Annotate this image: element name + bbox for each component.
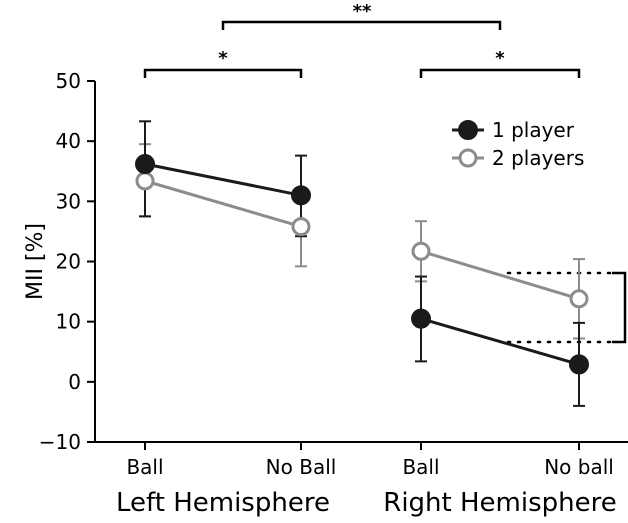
category-labels: Ball No Ball Left Hemisphere Ball No ball Rig… — [116, 455, 617, 518]
group-label: Left Hemisphere — [116, 488, 330, 518]
data-point — [291, 217, 311, 237]
y-tick-label: 30 — [56, 189, 81, 213]
series-line — [420, 249, 580, 301]
y-tick-label: 20 — [56, 250, 81, 274]
significance-bracket — [143, 68, 303, 78]
category-label: No Ball — [266, 455, 337, 479]
significance-label: ** — [353, 1, 372, 22]
y-tick-label: −10 — [39, 430, 81, 454]
data-point — [411, 241, 431, 261]
category-label: Ball — [402, 455, 439, 479]
significance-label: * — [495, 48, 505, 69]
y-tick-label: 10 — [56, 310, 81, 334]
y-tick-label: 40 — [56, 129, 81, 153]
legend: 1 player 2 players — [452, 118, 584, 170]
group-label: Right Hemisphere — [383, 488, 616, 518]
significance-label: * — [218, 48, 228, 69]
series-line — [144, 179, 302, 229]
category-label: Ball — [126, 455, 163, 479]
significance-bracket — [221, 20, 502, 30]
data-point — [135, 154, 155, 175]
y-axis-label: MII [%] — [23, 223, 48, 300]
significance-bracket — [419, 68, 581, 78]
legend-marker — [458, 148, 478, 168]
significance-brackets: * *** — [143, 1, 627, 344]
data-point — [569, 289, 589, 309]
series-line — [420, 317, 580, 366]
series-line — [144, 162, 302, 197]
y-tick-label: 50 — [56, 69, 81, 93]
series-layer — [135, 120, 589, 407]
legend-marker — [458, 120, 478, 140]
legend-label: 2 players — [492, 146, 584, 170]
data-point — [291, 185, 311, 206]
data-point — [411, 308, 431, 329]
legend-label: 1 player — [492, 118, 575, 142]
data-point — [135, 171, 155, 191]
difference-bracket — [612, 271, 627, 344]
data-point — [569, 354, 589, 375]
axes: −10 0 10 20 30 40 50 MII [%] — [23, 69, 628, 454]
y-tick-label: 0 — [68, 370, 81, 394]
category-label: No ball — [544, 455, 614, 479]
